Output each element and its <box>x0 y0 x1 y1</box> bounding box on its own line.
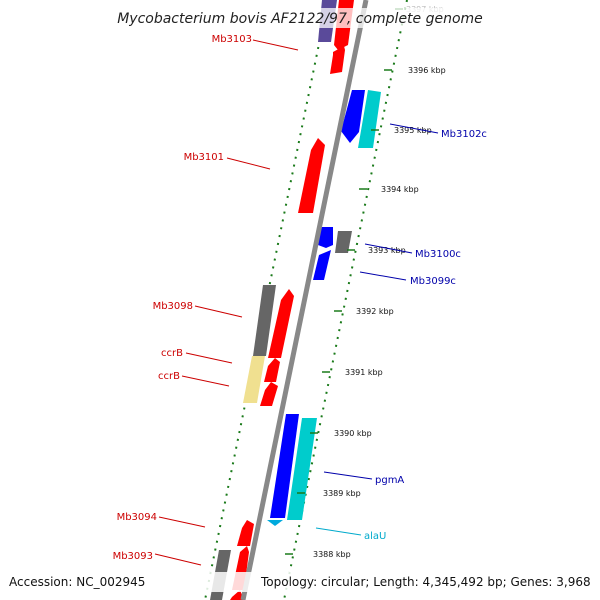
tick-label: 3392 kbp <box>356 307 394 316</box>
gene-label-text: Mb3100c <box>415 249 461 260</box>
gene-mb3102c-cyan <box>358 90 381 148</box>
left-gene-labels: Mb3103 Mb3101 Mb3098 ccrB ccrB Mb3094 Mb… <box>113 34 299 566</box>
footer-backdrop <box>0 572 600 592</box>
gene-mb3100c <box>318 227 333 248</box>
genome-backbone <box>240 0 369 600</box>
gene-label-alaU: alaU <box>315 527 386 542</box>
gene-mb3100c-gray <box>335 231 352 253</box>
tick-label: 3391 kbp <box>345 368 383 377</box>
gene-features <box>210 0 381 600</box>
gene-label-text: Mb3101 <box>184 152 224 163</box>
gene-label-text: Mb3103 <box>212 34 252 45</box>
gene-label-pgmA: pgmA <box>323 471 404 486</box>
gene-label-text: Mb3093 <box>113 551 153 562</box>
gene-label-mb3103: Mb3103 <box>212 34 299 51</box>
gene-ccrB-yellow <box>243 356 265 403</box>
gene-label-text: Mb3099c <box>410 276 456 287</box>
gene-label-text: pgmA <box>375 475 404 486</box>
gene-label-mb3101: Mb3101 <box>184 152 271 170</box>
gene-mb3092-red <box>230 590 244 600</box>
tick-label: 3393 kbp <box>368 246 406 255</box>
right-gene-labels: Mb3102c Mb3100c Mb3099c pgmA alaU <box>315 123 487 542</box>
gene-ccrB-1 <box>264 358 280 382</box>
gene-label-mb3093: Mb3093 <box>113 551 202 566</box>
gene-mb3103 <box>330 46 345 74</box>
gene-label-text: Mb3098 <box>153 301 193 312</box>
tick-label: 3389 kbp <box>323 489 361 498</box>
tick-label: 3388 kbp <box>313 550 351 559</box>
gene-ccrB-2 <box>260 382 278 406</box>
gene-label-text: Mb3094 <box>117 512 157 523</box>
gene-mb3102c-blue <box>341 90 365 143</box>
scale-tick: 3392 kbp <box>334 307 394 316</box>
gene-mb3101 <box>298 138 325 213</box>
tick-label: 3394 kbp <box>381 185 419 194</box>
tick-label: 3396 kbp <box>408 66 446 75</box>
gene-label-text: ccrB <box>161 348 183 359</box>
topology-text: Topology: circular; Length: 4,345,492 bp… <box>260 575 591 589</box>
title-backdrop <box>118 8 482 28</box>
gene-label-mb3094: Mb3094 <box>117 512 206 528</box>
gene-label-text: Mb3102c <box>441 129 487 140</box>
scale-tick: 3391 kbp <box>322 368 383 377</box>
gene-mb3094 <box>237 520 254 546</box>
gene-label-ccrB-2: ccrB <box>158 371 230 387</box>
gene-pgmA-blue <box>270 414 299 518</box>
gene-mb3098-gray <box>253 285 276 356</box>
scale-tick: 3388 kbp <box>285 550 351 559</box>
gene-label-mb3099c: Mb3099c <box>359 271 456 287</box>
accession-text: Accession: NC_002945 <box>9 575 145 589</box>
gene-label-mb3102c: Mb3102c <box>389 123 487 140</box>
map-title: Mycobacterium bovis AF2122/97, complete … <box>117 11 483 27</box>
scale-tick: 3395 kbp <box>371 126 432 135</box>
scale-tick: 3393 kbp <box>347 246 406 255</box>
gene-label-text: ccrB <box>158 371 180 382</box>
tick-label: 3395 kbp <box>394 126 432 135</box>
gene-mb3099c <box>313 250 331 280</box>
gene-mb3098-red <box>268 289 294 358</box>
scale-tick: 3389 kbp <box>297 489 361 498</box>
gene-pgmA-cyan <box>287 418 317 520</box>
gene-label-text: alaU <box>364 531 386 542</box>
scale-tick: 3396 kbp <box>384 66 446 75</box>
gene-label-mb3100c: Mb3100c <box>364 243 461 260</box>
gene-alaU <box>267 520 283 526</box>
gene-label-ccrB-1: ccrB <box>161 348 233 364</box>
scale-tick: 3394 kbp <box>359 185 419 194</box>
gene-label-mb3098: Mb3098 <box>153 301 243 318</box>
scale-tick: 3390 kbp <box>310 429 372 438</box>
tick-label: 3390 kbp <box>334 429 372 438</box>
